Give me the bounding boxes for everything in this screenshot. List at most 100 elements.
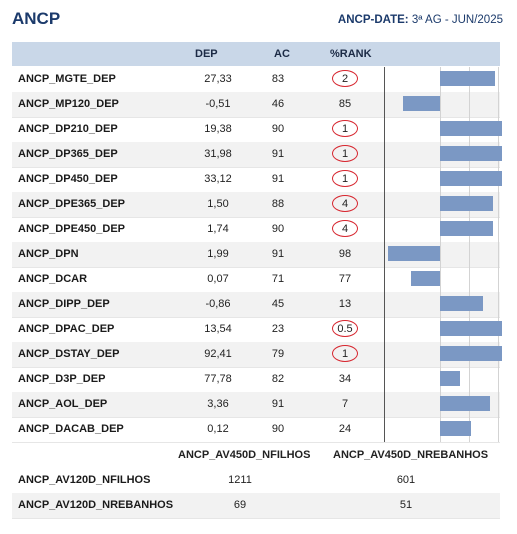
row-dep: 1,74 — [207, 223, 229, 235]
row-dep: 92,41 — [204, 348, 232, 360]
row-name: ANCP_DSTAY_DEP — [18, 348, 120, 360]
row-dep: 33,12 — [204, 173, 232, 185]
rank-circle — [332, 120, 358, 137]
rank-circle — [332, 195, 358, 212]
row-rank-value: 7 — [341, 398, 349, 410]
row-ac: 90 — [271, 423, 285, 435]
rank-bar — [440, 421, 471, 436]
row-rank-value: 2 — [341, 73, 349, 85]
chart-center-line — [440, 67, 441, 442]
row-dep: 27,33 — [204, 73, 232, 85]
row-name: ANCP_D3P_DEP — [18, 373, 106, 385]
row-rank: 0.5 — [315, 320, 375, 338]
row-rank-value: 4 — [341, 223, 349, 235]
rank-bar — [440, 171, 502, 186]
rank-bar — [440, 371, 460, 386]
sub-row-v1: 1211 — [228, 474, 252, 486]
table-row: ANCP_DP365_DEP 31,98 91 1 — [12, 142, 500, 168]
row-name: ANCP_MP120_DEP — [18, 98, 119, 110]
row-rank-value: 77 — [338, 273, 352, 285]
row-ac: 79 — [271, 348, 285, 360]
row-dep: 13,54 — [204, 323, 232, 335]
row-dep: 0,07 — [207, 273, 229, 285]
row-name: ANCP_DP450_DEP — [18, 173, 118, 185]
row-dep: -0,86 — [205, 298, 231, 310]
rank-bar — [440, 321, 502, 336]
row-rank-value: 13 — [338, 298, 352, 310]
rank-circle — [332, 320, 358, 337]
sub-table-row: ANCP_AV120D_NFILHOS 1211 601 — [12, 468, 500, 494]
row-name: ANCP_DACAB_DEP — [18, 423, 124, 435]
row-rank: 4 — [315, 195, 375, 213]
row-ac: 91 — [271, 148, 285, 160]
row-rank: 98 — [315, 245, 375, 263]
sub-row-v2: 601 — [396, 474, 416, 486]
rank-bar — [388, 246, 440, 261]
date-label: ANCP-DATE: 3ª AG - JUN/2025 — [338, 14, 503, 26]
row-ac: 91 — [271, 173, 285, 185]
row-rank-value: 24 — [338, 423, 352, 435]
sub-row-name: ANCP_AV120D_NFILHOS — [18, 474, 151, 486]
row-rank-value: 1 — [341, 148, 349, 160]
rank-circle — [332, 345, 358, 362]
row-dep: 1,50 — [207, 198, 229, 210]
row-name: ANCP_DPN — [18, 248, 79, 260]
row-rank-value: 4 — [341, 198, 349, 210]
chart-gridline — [469, 67, 470, 442]
sub-col2-header: ANCP_AV450D_NREBANHOS — [333, 449, 489, 461]
rank-bar — [440, 196, 493, 211]
row-name: ANCP_DPAC_DEP — [18, 323, 115, 335]
row-ac: 88 — [271, 198, 285, 210]
table-row: ANCP_DIPP_DEP -0,86 45 13 — [12, 292, 500, 318]
date-value: 3ª AG - JUN/2025 — [411, 14, 503, 26]
rank-bar — [440, 146, 502, 161]
row-rank-value: 0.5 — [337, 323, 353, 335]
row-ac: 45 — [271, 298, 285, 310]
rank-bar — [440, 396, 490, 411]
row-rank: 2 — [315, 70, 375, 88]
sub-col1-header: ANCP_AV450D_NFILHOS — [178, 449, 311, 461]
row-dep: -0,51 — [205, 98, 231, 110]
rank-bar-chart — [384, 67, 502, 442]
row-ac: 23 — [271, 323, 285, 335]
row-name: ANCP_DP210_DEP — [18, 123, 118, 135]
row-rank: 1 — [315, 120, 375, 138]
page-title: ANCP — [12, 9, 61, 28]
table-row: ANCP_AOL_DEP 3,36 91 7 — [12, 392, 500, 418]
date-key: ANCP-DATE: — [337, 14, 409, 26]
row-name: ANCP_DCAR — [18, 273, 88, 285]
row-name: ANCP_AOL_DEP — [18, 398, 108, 410]
sub-table-header: ANCP_AV450D_NFILHOS ANCP_AV450D_NREBANHO… — [12, 443, 500, 468]
row-ac: 71 — [271, 273, 285, 285]
row-ac: 90 — [271, 223, 285, 235]
table-row: ANCP_DSTAY_DEP 92,41 79 1 — [12, 342, 500, 368]
row-rank: 1 — [315, 145, 375, 163]
rank-circle — [332, 220, 358, 237]
row-dep: 1,99 — [207, 248, 229, 260]
table-row: ANCP_DPE365_DEP 1,50 88 4 — [12, 192, 500, 218]
row-name: ANCP_DPE365_DEP — [18, 198, 125, 210]
row-rank: 13 — [315, 295, 375, 313]
rank-circle — [332, 70, 358, 87]
row-name: ANCP_DP365_DEP — [18, 148, 118, 160]
row-rank-value: 85 — [338, 98, 352, 110]
row-dep: 31,98 — [204, 148, 232, 160]
row-name: ANCP_DIPP_DEP — [18, 298, 110, 310]
row-rank: 24 — [315, 420, 375, 438]
rank-bar — [440, 121, 502, 136]
chart-gridline — [498, 67, 499, 442]
table-row: ANCP_DACAB_DEP 0,12 90 24 — [12, 417, 500, 443]
row-rank-value: 98 — [338, 248, 352, 260]
rank-bar — [440, 296, 483, 311]
row-rank: 34 — [315, 370, 375, 388]
rank-bar — [402, 96, 440, 111]
rank-bar — [440, 71, 495, 86]
row-dep: 19,38 — [204, 123, 232, 135]
row-rank: 7 — [315, 395, 375, 413]
sub-row-v1: 69 — [233, 499, 247, 511]
col-ac-header: AC — [274, 48, 290, 60]
rank-bar — [440, 221, 493, 236]
rank-circle — [332, 145, 358, 162]
sub-row-v2: 51 — [399, 499, 413, 511]
row-rank-value: 1 — [341, 123, 349, 135]
